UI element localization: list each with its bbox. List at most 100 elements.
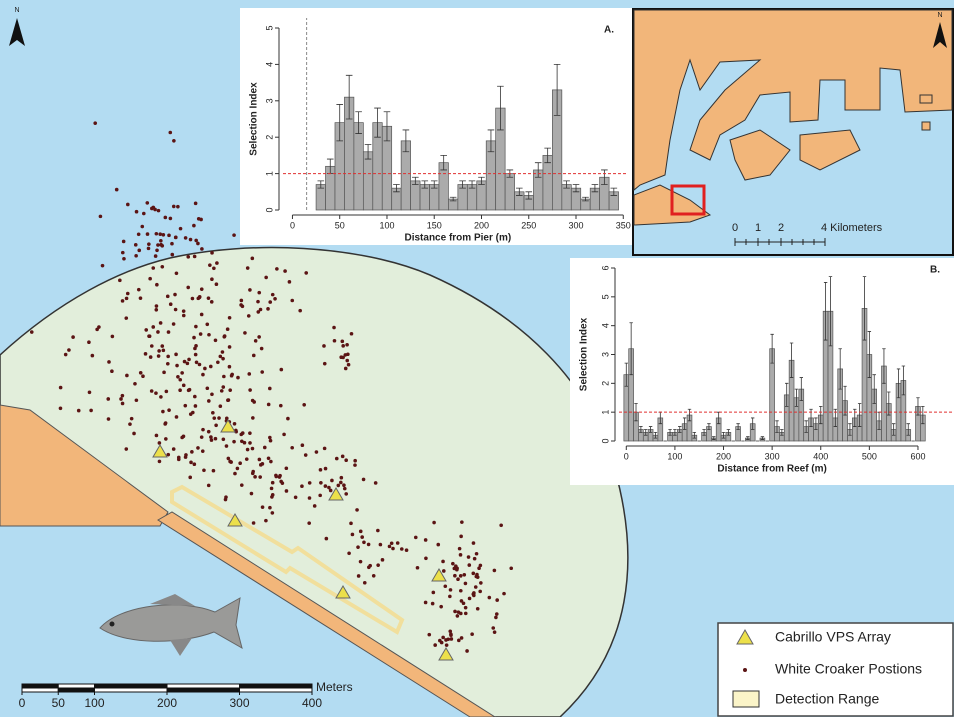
position	[220, 389, 224, 393]
position	[174, 235, 178, 239]
position	[150, 207, 154, 211]
position	[191, 297, 195, 301]
position	[268, 506, 272, 510]
position	[180, 371, 184, 375]
position	[475, 552, 479, 556]
position	[359, 530, 363, 534]
position	[233, 422, 237, 426]
position	[154, 391, 158, 395]
position	[248, 441, 252, 445]
scale-label: 200	[157, 696, 177, 710]
position	[318, 494, 322, 498]
position	[126, 203, 130, 207]
position	[250, 492, 254, 496]
position	[396, 541, 400, 545]
inset-scale-label: 4 Kilometers	[821, 222, 883, 234]
position	[243, 331, 247, 335]
position	[194, 325, 198, 329]
position	[467, 555, 471, 559]
x-tick-label: 300	[568, 220, 583, 230]
position	[89, 409, 93, 413]
position	[130, 417, 134, 421]
position	[322, 344, 326, 348]
x-tick-label: 150	[427, 220, 442, 230]
position	[349, 522, 353, 526]
y-tick-label: 4	[600, 323, 610, 328]
position	[416, 566, 420, 570]
position	[192, 336, 196, 340]
scale-segment	[22, 688, 58, 692]
position	[228, 316, 232, 320]
position	[159, 395, 163, 399]
position	[178, 378, 182, 382]
position	[210, 392, 214, 396]
position	[226, 398, 230, 402]
position	[175, 271, 179, 275]
position	[444, 638, 448, 642]
position	[64, 353, 68, 357]
position	[193, 395, 197, 399]
position	[134, 254, 138, 258]
position	[207, 296, 211, 300]
position	[230, 373, 234, 377]
position	[359, 560, 363, 564]
position	[164, 437, 168, 441]
position	[148, 277, 152, 281]
position	[219, 355, 223, 359]
position	[155, 434, 159, 438]
position	[246, 266, 250, 270]
position	[381, 558, 385, 562]
position	[172, 205, 176, 209]
position	[216, 360, 220, 364]
position	[221, 385, 225, 389]
position	[71, 335, 75, 339]
position	[372, 574, 376, 578]
position	[362, 540, 366, 544]
position	[464, 612, 468, 616]
position	[149, 355, 153, 359]
position	[460, 520, 464, 524]
position	[460, 636, 464, 640]
position	[450, 637, 454, 641]
position	[59, 406, 63, 410]
position	[283, 269, 287, 273]
position	[212, 416, 216, 420]
position	[478, 590, 482, 594]
x-tick-label: 400	[813, 451, 828, 461]
position	[196, 297, 200, 301]
scale-label: 400	[302, 696, 322, 710]
position	[439, 605, 443, 609]
position	[222, 335, 226, 339]
position	[156, 243, 160, 247]
position	[266, 307, 270, 311]
position	[351, 533, 355, 537]
position	[343, 487, 347, 491]
position	[257, 335, 261, 339]
position	[194, 353, 198, 357]
position	[459, 612, 463, 616]
position	[438, 639, 442, 643]
position	[182, 384, 186, 388]
position	[210, 300, 214, 304]
position	[135, 210, 139, 214]
position	[477, 566, 481, 570]
position	[471, 572, 475, 576]
position	[97, 325, 101, 329]
position	[187, 388, 191, 392]
position	[159, 321, 163, 325]
bar	[363, 152, 372, 210]
position	[278, 475, 282, 479]
position	[356, 545, 360, 549]
position	[157, 354, 161, 358]
x-tick-label: 250	[521, 220, 536, 230]
position	[476, 607, 480, 611]
figure: N 050100200300400Meters N 0 1 2 4 Kilome…	[0, 0, 954, 717]
position	[268, 436, 272, 440]
y-tick-label: 5	[600, 294, 610, 299]
position	[91, 354, 95, 358]
position	[221, 350, 225, 354]
position	[169, 302, 173, 306]
position	[252, 354, 256, 358]
position	[179, 227, 183, 231]
position	[193, 462, 197, 466]
